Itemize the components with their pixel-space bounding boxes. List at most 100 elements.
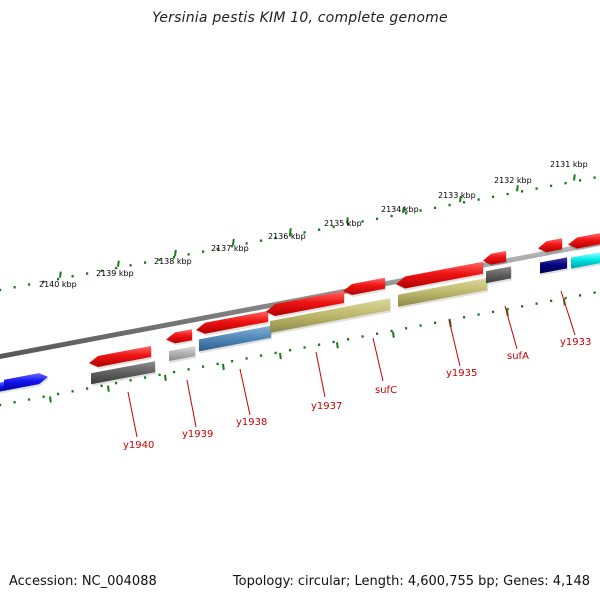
cog-bar-y1939: [169, 346, 195, 362]
scale-major-tick: [59, 271, 62, 278]
scale-dot: [318, 228, 321, 231]
scale-dot: [115, 266, 118, 270]
scale-major-tick: [289, 228, 292, 235]
scale-dot: [376, 332, 379, 335]
scale-label: 2135 kbp: [324, 219, 362, 228]
scale-label: 2133 kbp: [438, 191, 476, 200]
scale-major-tick: [459, 195, 462, 203]
scale-dot: [564, 296, 567, 300]
scale-label: 2131 kbp: [550, 160, 588, 169]
scale-major-tick: [336, 342, 339, 349]
scale-label: 2140 kbp: [39, 280, 77, 289]
scale-dot: [202, 365, 205, 368]
gene-leader-line: [504, 305, 518, 350]
scale-major-tick: [392, 331, 395, 338]
scale-dot: [245, 242, 248, 245]
gene-leader-line: [127, 391, 138, 438]
scale-dot: [115, 381, 118, 385]
cog-bar-y1940: [91, 361, 155, 385]
scale-dot: [390, 214, 393, 218]
scale-dot: [550, 299, 553, 303]
scale-label: 2139 kbp: [96, 269, 134, 278]
scale-dot: [0, 403, 2, 407]
cog-bar-right-cyan: [571, 252, 600, 269]
scale-dot: [405, 327, 408, 330]
scale-dot: [448, 318, 451, 322]
scale-dot: [0, 288, 2, 292]
cds-arrow-y1937: [266, 290, 344, 317]
cds-arrow-y1933: [538, 238, 562, 253]
scale-dot: [100, 269, 103, 273]
cog-bar-y1933: [540, 257, 567, 274]
scale-dot: [144, 376, 147, 379]
scale-dot: [593, 291, 596, 294]
scale-dot: [216, 247, 219, 251]
scale-dot: [129, 264, 132, 267]
cds-arrow-sufC: [343, 277, 385, 295]
scale-dot: [521, 305, 524, 308]
scale-dot: [260, 354, 263, 357]
accession-text: Accession: NC_004088: [9, 574, 157, 589]
scale-dot: [202, 250, 205, 253]
scale-major-tick: [402, 206, 405, 213]
scale-dot: [158, 258, 161, 262]
cog-bar-sufA: [486, 266, 511, 284]
scale-dot: [173, 370, 176, 374]
scale-label: 2138 kbp: [154, 257, 192, 266]
gene-leader-line: [186, 379, 197, 428]
gene-label: y1939: [182, 429, 213, 440]
scale-major-tick: [573, 174, 576, 181]
cog-bar-y1935: [398, 277, 487, 307]
scale-major-tick: [49, 396, 52, 403]
scale-dot: [57, 277, 60, 281]
scale-dot: [13, 286, 16, 289]
cds-arrow-y1939: [166, 329, 192, 344]
scale-dot: [231, 244, 234, 248]
gene-label: sufA: [507, 351, 529, 362]
scale-dot: [521, 190, 524, 193]
scale-dot: [550, 184, 553, 188]
scale-dot: [434, 206, 437, 209]
cds-arrow-y1938: [196, 310, 268, 334]
cds-arrow-y1940: [89, 345, 151, 367]
gene-leader-line: [372, 337, 384, 382]
scale-dot: [274, 236, 277, 240]
scale-dot: [158, 373, 161, 377]
scale-dot: [434, 321, 437, 324]
scale-dot: [13, 401, 16, 404]
outer-scale-ring: [0, 174, 596, 292]
scale-dot: [405, 212, 408, 215]
gene-leader-line: [448, 319, 461, 367]
scale-dot: [419, 209, 422, 212]
cds-arrow-y1935: [396, 261, 483, 289]
gene-leader-line: [239, 368, 251, 416]
scale-major-tick: [222, 363, 225, 370]
scale-dot: [173, 255, 176, 259]
cds-arrow-sufA: [483, 250, 506, 265]
scale-dot: [100, 384, 103, 388]
scale-dot: [42, 395, 45, 398]
scale-major-tick: [174, 249, 177, 257]
scale-dot: [477, 313, 480, 316]
scale-dot: [535, 302, 538, 305]
scale-label: 2137 kbp: [211, 244, 249, 253]
scale-dot: [463, 201, 466, 204]
scale-dot: [303, 346, 306, 349]
scale-dot: [463, 316, 466, 319]
scale-dot: [593, 176, 596, 179]
scale-dot: [57, 392, 60, 396]
scale-dot: [535, 187, 538, 190]
scale-dot: [28, 398, 31, 401]
scale-dot: [129, 379, 132, 382]
scale-dot: [332, 225, 335, 229]
gene-label: y1940: [123, 440, 154, 451]
scale-dot: [289, 233, 292, 237]
scale-dot: [477, 198, 480, 201]
scale-label: 2132 kbp: [494, 176, 532, 185]
scale-dot: [318, 343, 321, 346]
gene-label: y1937: [311, 401, 342, 412]
gene-label: y1933: [560, 337, 591, 348]
scale-dot: [579, 294, 582, 297]
scale-dot: [347, 338, 350, 341]
feature-track: [0, 233, 600, 394]
